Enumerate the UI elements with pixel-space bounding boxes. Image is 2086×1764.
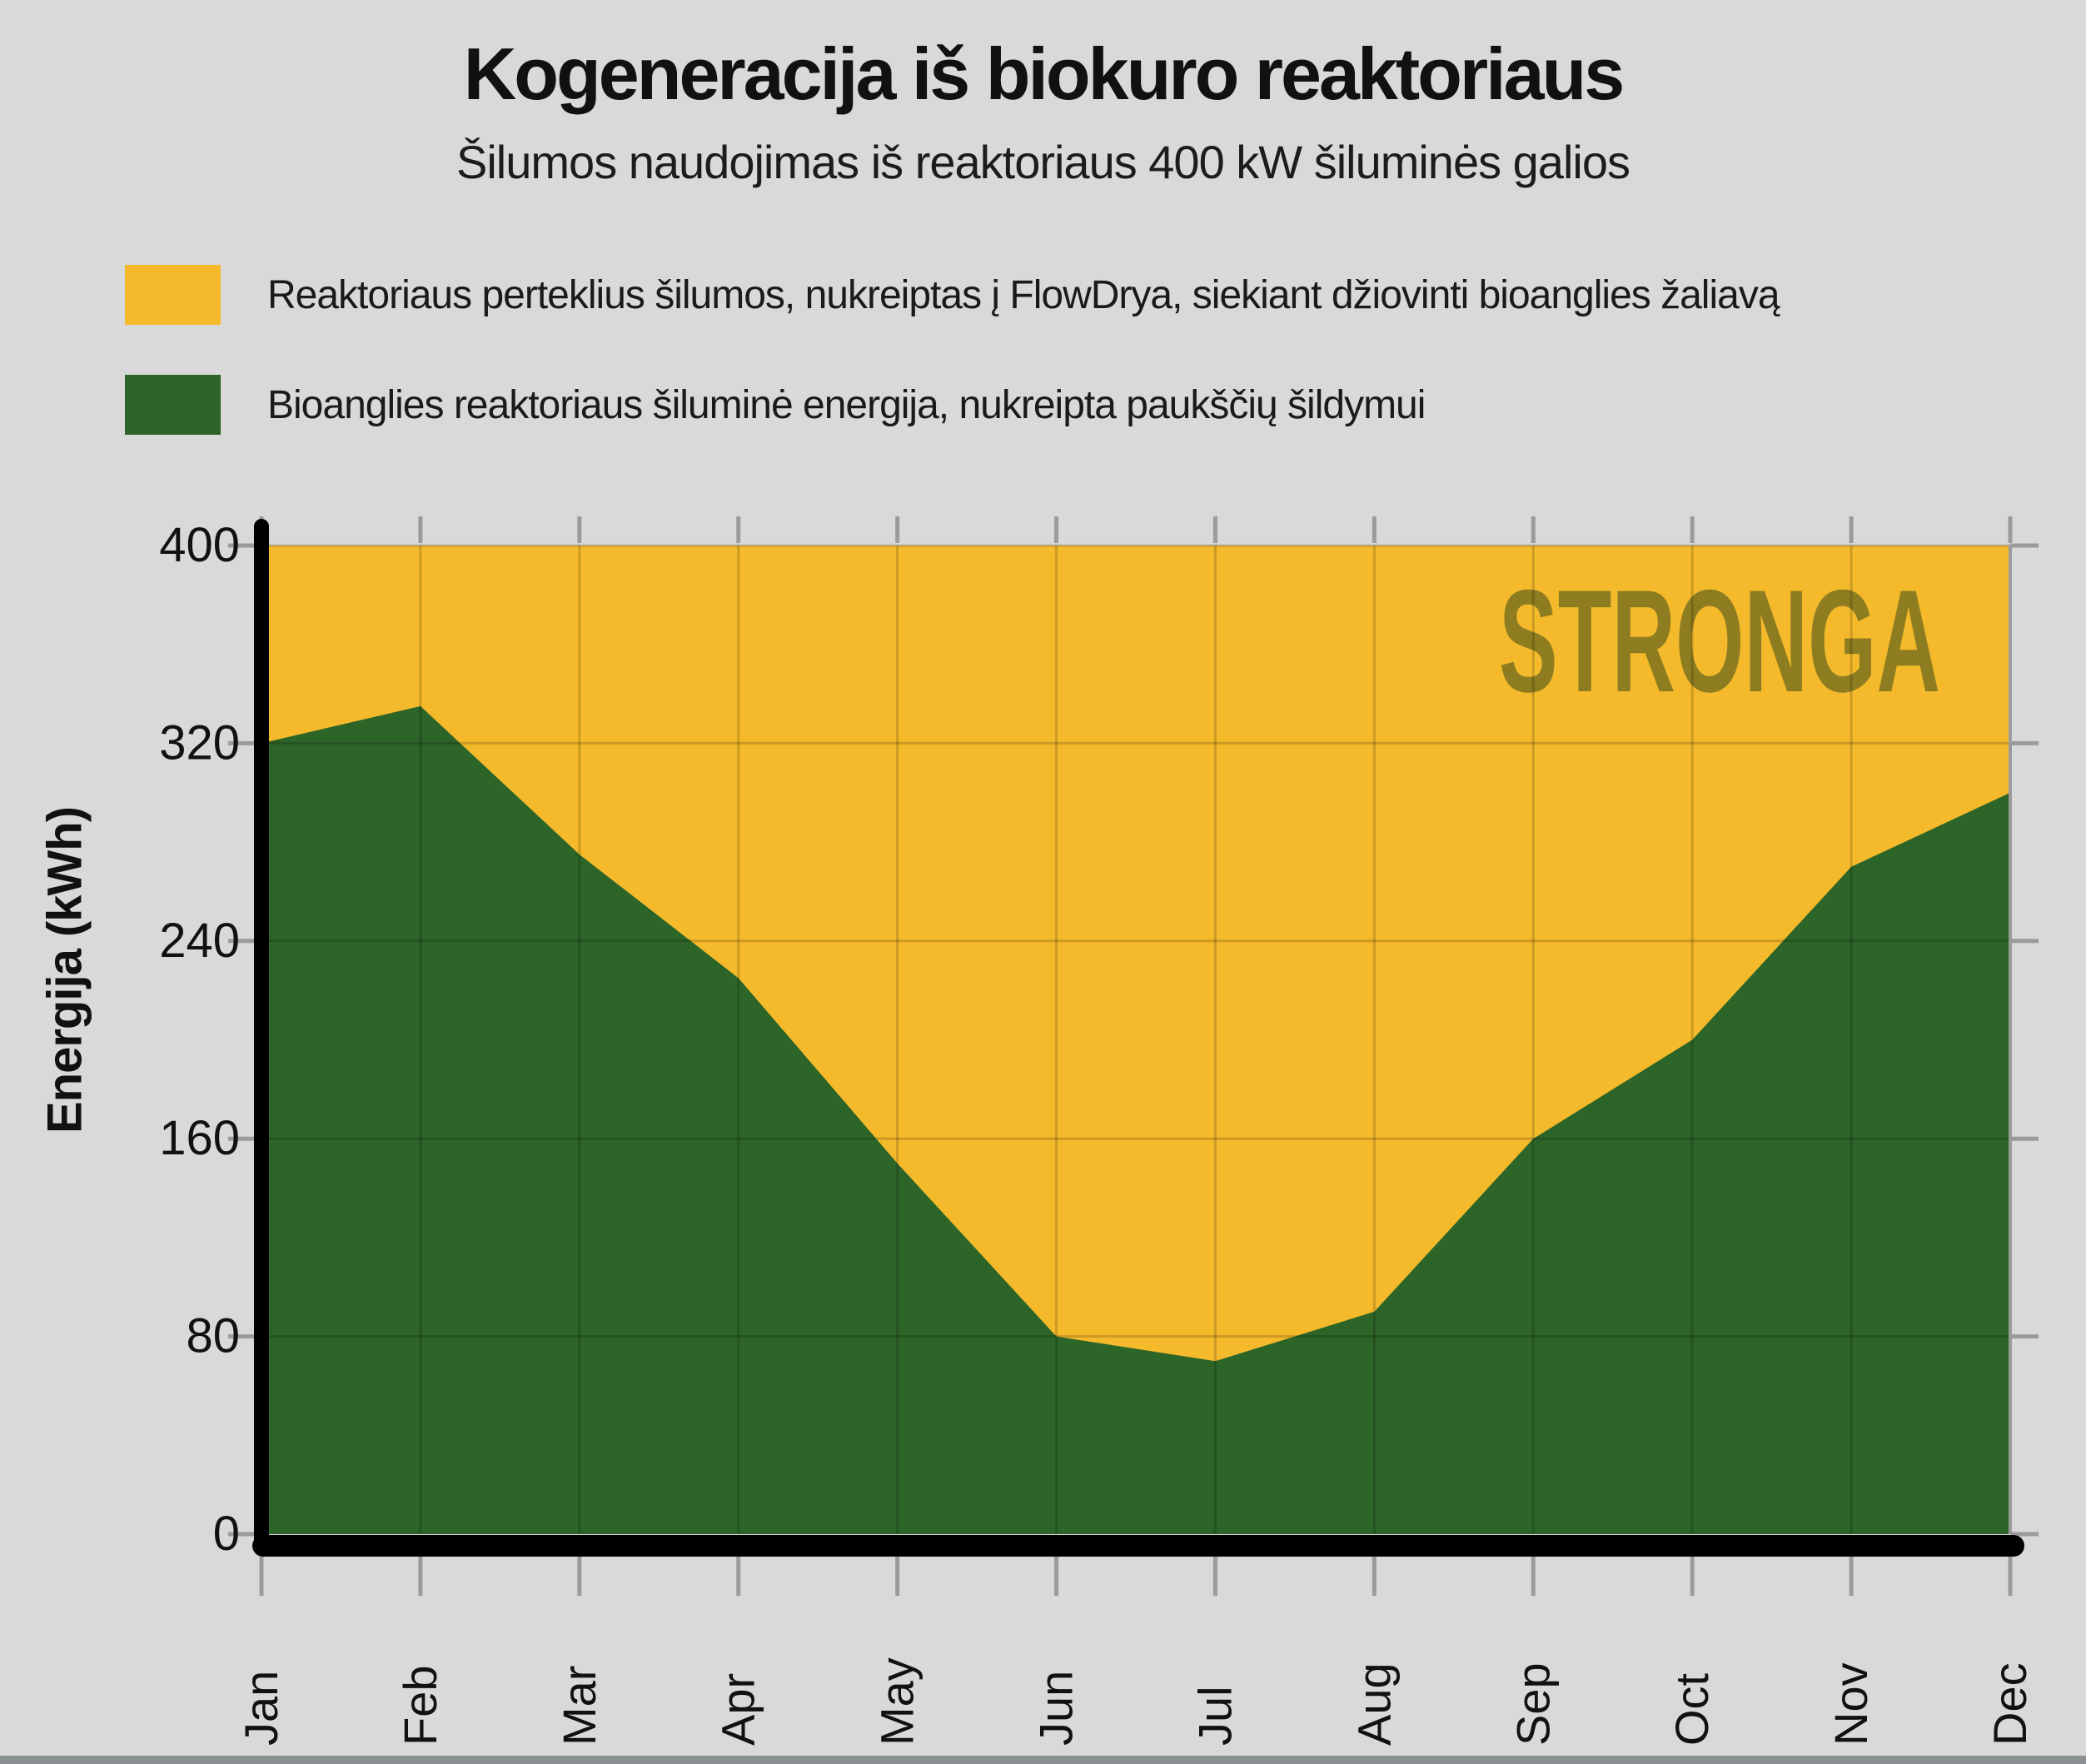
x-tick-label: Nov xyxy=(1825,1662,1877,1746)
x-tick-label: Sep xyxy=(1506,1662,1559,1746)
y-tick-label: 0 xyxy=(213,1507,240,1561)
chart-title: Kogeneracija iš biokuro reaktoriaus xyxy=(463,32,1625,115)
x-tick-label: Apr xyxy=(712,1673,764,1746)
legend-item-heating: Bioanglies reaktoriaus šiluminė energija… xyxy=(125,375,1780,435)
legend-label-surplus: Reaktoriaus perteklius šilumos, nukreipt… xyxy=(267,272,1780,317)
y-tick-label: 240 xyxy=(159,914,240,968)
legend-swatch-yellow xyxy=(125,265,221,325)
legend-swatch-green xyxy=(125,375,221,435)
legend: Reaktoriaus perteklius šilumos, nukreipt… xyxy=(125,265,1780,485)
legend-item-surplus: Reaktoriaus perteklius šilumos, nukreipt… xyxy=(125,265,1780,325)
area-heating-green xyxy=(261,705,2010,1534)
chart-subtitle: Šilumos naudojimas iš reaktoriaus 400 kW… xyxy=(456,136,1630,188)
x-tick-label: Aug xyxy=(1347,1662,1400,1746)
x-tick-label: Mar xyxy=(553,1666,605,1746)
y-tick-label: 80 xyxy=(186,1309,240,1363)
y-tick-label: 400 xyxy=(159,518,240,572)
x-tick-label: Oct xyxy=(1665,1672,1718,1746)
x-tick-label: Jun xyxy=(1030,1671,1083,1746)
x-tick-label: Dec xyxy=(1984,1662,2036,1746)
x-tick-label: Jan xyxy=(235,1671,287,1746)
window-bottom-edge xyxy=(0,1756,2086,1764)
y-tick-label: 160 xyxy=(159,1111,240,1165)
watermark-text: STRONGA xyxy=(1499,561,1940,723)
legend-label-heating: Bioanglies reaktoriaus šiluminė energija… xyxy=(267,382,1426,427)
x-tick-label: Feb xyxy=(394,1666,446,1747)
x-tick-label: Jul xyxy=(1188,1686,1241,1746)
x-tick-label: May xyxy=(871,1657,924,1746)
y-tick-label: 320 xyxy=(159,715,240,770)
